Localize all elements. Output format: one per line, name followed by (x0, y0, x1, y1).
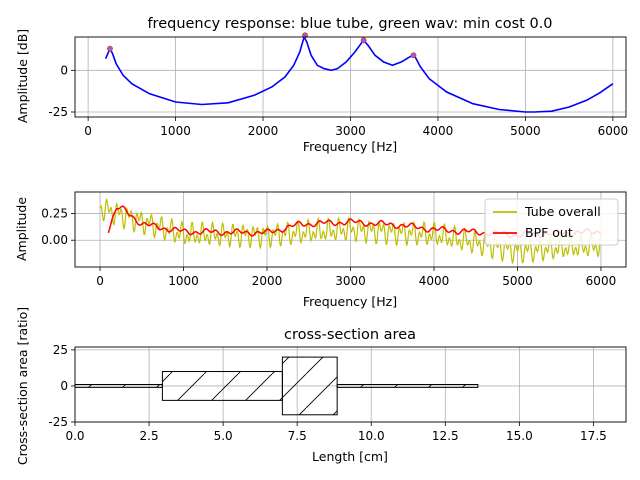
x-tick-label: 5000 (502, 274, 533, 288)
x-tick-label: 2.5 (140, 429, 159, 443)
chart3-ylabel: Cross-section area [ratio] (15, 307, 30, 465)
chart3-title: cross-section area (284, 327, 416, 343)
x-tick-label: 0 (96, 274, 104, 288)
peak-marker (360, 37, 367, 44)
x-tick-label: 1000 (160, 124, 191, 138)
chart2-xlabel: Frequency [Hz] (303, 294, 397, 309)
x-tick-label: 7.5 (288, 429, 307, 443)
peak-marker (410, 52, 417, 59)
chart1-title: frequency response: blue tube, green wav… (147, 16, 552, 32)
plot-layer: 0 1000 2000 3000 4000 5000 6000 -25 0 0 1000 2000 30… (41, 32, 628, 443)
section-3 (281, 356, 338, 416)
x-tick-label: 0.0 (65, 429, 84, 443)
legend-box (484, 198, 619, 246)
x-tick-label: 3000 (335, 274, 366, 288)
x-tick-label: 4000 (419, 274, 450, 288)
x-tick-label: 3000 (335, 124, 366, 138)
y-tick-label: 0 (60, 63, 68, 77)
y-tick-label: 25 (53, 343, 68, 357)
x-tick-label: 15.0 (506, 429, 533, 443)
x-tick-label: 2000 (248, 124, 279, 138)
legend: Tube overall BPF out (484, 198, 619, 246)
x-tick-label: 5000 (510, 124, 541, 138)
chart3-xlabel: Length [cm] (312, 449, 388, 464)
x-tick-label: 6000 (598, 124, 629, 138)
y-tick-label: -25 (48, 105, 68, 119)
x-tick-label: 6000 (586, 274, 617, 288)
response-line (104, 37, 614, 113)
section-1 (74, 384, 163, 388)
chart1-ylabel: Amplitude [dB] (15, 29, 30, 123)
peak-marker (107, 45, 113, 52)
chart1-frame (74, 36, 627, 118)
y-tick-label: 0.00 (41, 233, 68, 247)
x-tick-label: 2000 (252, 274, 283, 288)
x-tick-label: 1000 (168, 274, 199, 288)
legend-label: BPF out (525, 225, 573, 240)
y-tick-label: -25 (48, 415, 68, 429)
x-tick-label: 10.0 (358, 429, 385, 443)
y-tick-label: 0.25 (41, 206, 68, 220)
section-4 (336, 384, 479, 388)
section-2 (161, 371, 283, 401)
x-tick-label: 17.5 (580, 429, 607, 443)
x-tick-label: 0 (84, 124, 92, 138)
tube-overall-line (99, 197, 602, 265)
y-tick-label: 0 (60, 379, 68, 393)
x-tick-label: 4000 (423, 124, 454, 138)
chart1-axes: 0 1000 2000 3000 4000 5000 6000 -25 0 (48, 37, 628, 138)
chart3-frame (74, 346, 627, 423)
chart2-frame (74, 191, 627, 268)
chart2-ylabel: Amplitude (14, 197, 29, 261)
x-tick-label: 5.0 (214, 429, 233, 443)
chart1-xlabel: Frequency [Hz] (303, 139, 397, 154)
legend-label: Tube overall (524, 204, 601, 219)
x-tick-label: 12.5 (432, 429, 459, 443)
